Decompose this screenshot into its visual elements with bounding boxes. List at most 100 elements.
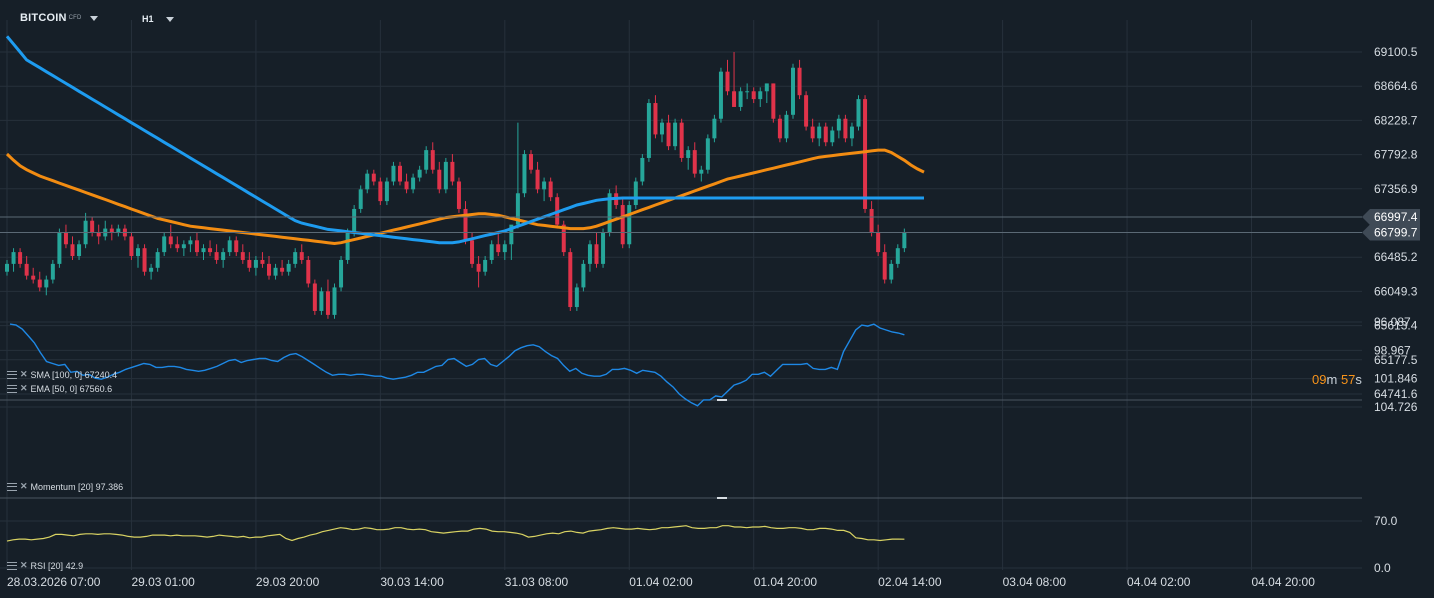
candle-body xyxy=(817,126,822,139)
settings-icon[interactable] xyxy=(7,384,17,393)
candle-body xyxy=(450,161,455,182)
candle-body xyxy=(738,91,743,107)
candle-body xyxy=(358,189,363,209)
candle-body xyxy=(280,267,285,272)
legend-ema[interactable]: ✕ EMA [50, 0] 67560.6 xyxy=(7,383,112,394)
symbol-suffix: CFD xyxy=(68,15,82,22)
candle-body xyxy=(607,193,612,233)
chart-toolbar: BITCOIN CFD H1 xyxy=(0,0,1434,36)
candle-body xyxy=(247,259,252,268)
close-icon[interactable]: ✕ xyxy=(20,560,28,570)
candle-body xyxy=(325,291,330,315)
candle-body xyxy=(430,150,435,170)
candle-body xyxy=(718,71,723,119)
pane-resize-handle xyxy=(717,399,727,401)
candle-body xyxy=(437,169,442,190)
candle-body xyxy=(371,173,376,182)
sma-line xyxy=(5,35,924,245)
candle-body xyxy=(581,263,586,288)
candle-body xyxy=(188,240,193,245)
close-icon[interactable]: ✕ xyxy=(20,369,28,379)
time-tick-label: 02.04 14:00 xyxy=(878,575,942,589)
price-tags: 66997.4 66799.7 xyxy=(0,209,1420,241)
candle-body xyxy=(44,279,49,288)
candle-body xyxy=(574,287,579,308)
ema-line xyxy=(5,148,925,246)
candle-body xyxy=(509,224,514,245)
candle-body xyxy=(777,118,782,139)
legend-sma-label: SMA [100, 0] 67240.4 xyxy=(30,369,118,380)
time-axis[interactable]: 28.03.2026 07:00 29.03 01:00 29.03 20:00 30… xyxy=(7,575,1315,589)
candle-body xyxy=(201,248,206,253)
candle-body xyxy=(306,259,311,284)
candle-body xyxy=(692,150,697,174)
candle-body xyxy=(352,208,357,233)
price-tag-label: 66799.7 xyxy=(1374,226,1418,240)
candle-body xyxy=(253,259,258,268)
close-icon[interactable]: ✕ xyxy=(20,481,28,491)
candle-body xyxy=(529,154,533,170)
candle-body xyxy=(823,126,828,143)
momentum-tick-label: 104.726 xyxy=(1374,400,1418,414)
candle-body xyxy=(856,99,861,127)
price-axis[interactable]: 69100.5 68664.6 68228.7 67792.8 67356.9 66485… xyxy=(1374,45,1418,401)
price-tick-label: 64741.6 xyxy=(1374,387,1418,401)
settings-icon[interactable] xyxy=(7,561,17,570)
legend-momentum[interactable]: ✕ Momentum [20] 97.386 xyxy=(7,481,123,492)
candle-body xyxy=(483,259,488,272)
time-tick-label: 01.04 20:00 xyxy=(754,575,818,589)
price-tag-box xyxy=(1362,209,1420,226)
candle-body xyxy=(70,244,75,257)
candle-body xyxy=(109,228,114,233)
legend-rsi[interactable]: ✕ RSI [20] 42.9 xyxy=(7,560,83,571)
candle-body xyxy=(496,244,501,253)
candle-body xyxy=(90,220,95,233)
candle-body xyxy=(443,161,448,190)
settings-icon[interactable] xyxy=(7,370,17,379)
candle-body xyxy=(882,252,887,280)
candle-body xyxy=(745,91,750,93)
candle-body xyxy=(37,279,42,288)
candlestick-series xyxy=(5,52,907,319)
momentum-tick-label: 98.967 xyxy=(1374,343,1411,357)
price-tick-label: 67792.8 xyxy=(1374,148,1418,162)
time-tick-label: 04.04 20:00 xyxy=(1252,575,1316,589)
candle-body xyxy=(660,122,664,135)
candle-body xyxy=(286,263,291,272)
price-tag-label: 66997.4 xyxy=(1374,210,1418,224)
legend-ema-label: EMA [50, 0] 67560.6 xyxy=(30,383,113,394)
price-tick-label: 66485.2 xyxy=(1374,250,1418,264)
candle-body xyxy=(830,130,835,143)
candle-body xyxy=(299,252,304,260)
candle-body xyxy=(5,263,9,272)
candle-body xyxy=(515,193,520,225)
settings-icon[interactable] xyxy=(7,482,17,491)
time-tick-label: 03.04 08:00 xyxy=(1003,575,1067,589)
close-icon[interactable]: ✕ xyxy=(20,383,28,393)
chevron-down-icon xyxy=(165,17,174,23)
candle-body xyxy=(404,181,409,190)
candle-body xyxy=(633,181,638,206)
candle-body xyxy=(502,244,507,253)
price-grid xyxy=(0,20,1362,570)
candle-body xyxy=(273,267,278,276)
legend-momentum-label: Momentum [20] 97.386 xyxy=(30,481,124,492)
candle-body xyxy=(869,208,874,233)
candle-body xyxy=(312,283,317,311)
rsi-tick-label: 70.0 xyxy=(1374,514,1398,528)
time-tick-label: 04.04 02:00 xyxy=(1127,575,1191,589)
candle-body xyxy=(810,126,815,139)
candle-body xyxy=(889,263,894,280)
timeframe-selector[interactable]: H1 xyxy=(142,14,174,24)
candle-body xyxy=(227,240,232,253)
candle-countdown: 09m 57s xyxy=(1312,372,1362,387)
candle-body xyxy=(751,91,756,100)
candle-body xyxy=(136,248,140,257)
legend-sma[interactable]: ✕ SMA [100, 0] 67240.4 xyxy=(7,369,117,380)
chevron-down-icon xyxy=(89,15,98,21)
candle-body xyxy=(116,228,121,233)
pane-separators[interactable] xyxy=(0,399,1362,499)
symbol-selector[interactable]: BITCOIN CFD xyxy=(20,12,98,24)
candle-body xyxy=(686,150,691,158)
